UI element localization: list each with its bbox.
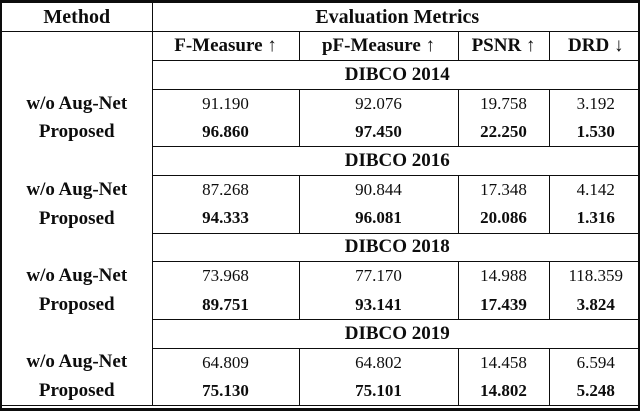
metric-value: 73.968 <box>202 266 249 286</box>
metric-value: 75.101 <box>298 376 458 406</box>
column-header-pfmeasure: pF-Measure ↑ <box>298 31 458 61</box>
column-header-drd: DRD ↓ <box>548 31 640 61</box>
metric-value: 77.170 <box>298 261 458 291</box>
metric-value: 92.076 <box>298 89 458 118</box>
table-row: Proposed 94.333 96.081 20.086 1.316 <box>2 204 640 233</box>
table-header-row: Method Evaluation Metrics <box>2 3 640 33</box>
metric-value: 87.268 <box>202 180 249 200</box>
metric-names-row: F-Measure ↑ pF-Measure ↑ PSNR ↑ DRD ↓ <box>2 31 640 61</box>
column-header-psnr: PSNR ↑ <box>457 31 549 61</box>
metric-value: 64.802 <box>298 348 458 377</box>
metric-value: 17.348 <box>457 175 549 205</box>
metric-value: 17.439 <box>457 290 549 320</box>
metric-value: 5.248 <box>548 376 640 406</box>
metric-value: 14.458 <box>457 348 549 377</box>
table-row: w/o Aug-Net 64.809 64.802 14.458 6.594 <box>2 348 640 377</box>
method-column-header: Method <box>2 3 153 33</box>
method-label: w/o Aug-Net <box>2 175 153 205</box>
empty-method-cell <box>2 31 153 61</box>
metric-value: 3.192 <box>548 89 640 118</box>
metric-value: 97.450 <box>298 118 458 147</box>
metric-value: 90.844 <box>298 175 458 205</box>
empty-method-cell <box>2 60 153 90</box>
metric-value: 3.824 <box>548 290 640 320</box>
method-label: w/o Aug-Net <box>2 261 153 291</box>
column-header-fmeasure: F-Measure ↑ <box>152 31 299 61</box>
table-row: w/o Aug-Net 91.190 92.076 19.758 3.192 <box>2 89 640 118</box>
metric-value: 4.142 <box>548 175 640 205</box>
metric-value: 20.086 <box>457 204 549 233</box>
section-header-row: DIBCO 2019 <box>2 318 640 349</box>
method-label: Proposed <box>2 118 153 147</box>
section-title-dibco2016: DIBCO 2016 <box>152 146 640 176</box>
table-row: w/o Aug-Net 87.268 90.844 17.348 4.142 <box>2 175 640 205</box>
metric-value: 22.250 <box>457 118 549 147</box>
metric-value: 91.190 <box>202 93 249 113</box>
table-row: Proposed 96.860 97.450 22.250 1.530 <box>2 118 640 147</box>
section-title-dibco2019: DIBCO 2019 <box>152 318 640 349</box>
method-label: w/o Aug-Net <box>2 89 153 118</box>
empty-method-cell <box>2 319 153 348</box>
metric-value: 96.860 <box>202 122 249 142</box>
empty-method-cell <box>2 146 153 176</box>
table-row: Proposed 89.751 93.141 17.439 3.824 <box>2 290 640 320</box>
method-label: w/o Aug-Net <box>2 348 153 377</box>
section-header-row: DIBCO 2016 <box>2 146 640 176</box>
metric-value: 89.751 <box>202 294 249 314</box>
metric-value: 64.809 <box>202 352 249 372</box>
metric-value: 96.081 <box>298 204 458 233</box>
section-title-dibco2014: DIBCO 2014 <box>152 60 640 90</box>
empty-method-cell <box>2 233 153 262</box>
table-row: Proposed 75.130 75.101 14.802 5.248 <box>2 376 640 406</box>
method-label: Proposed <box>2 204 153 233</box>
metric-value: 6.594 <box>548 348 640 377</box>
metric-value: 75.130 <box>152 376 299 406</box>
section-header-row: DIBCO 2014 <box>2 60 640 90</box>
method-label: Proposed <box>2 290 153 320</box>
metric-value: 19.758 <box>457 89 549 118</box>
metric-value: 14.802 <box>457 376 549 406</box>
metric-value: 1.530 <box>548 118 640 147</box>
metric-value: 94.333 <box>202 208 249 228</box>
evaluation-metrics-header: Evaluation Metrics <box>152 3 640 33</box>
metric-value: 14.988 <box>457 261 549 291</box>
metric-value: 118.359 <box>548 261 640 291</box>
table-row: w/o Aug-Net 73.968 77.170 14.988 118.359 <box>2 261 640 291</box>
section-title-dibco2018: DIBCO 2018 <box>152 232 640 263</box>
method-label: Proposed <box>2 376 153 406</box>
results-table: Method Evaluation Metrics F-Measure ↑ pF… <box>2 3 640 406</box>
metric-value: 93.141 <box>298 290 458 320</box>
metric-value: 1.316 <box>548 204 640 233</box>
section-header-row: DIBCO 2018 <box>2 232 640 263</box>
